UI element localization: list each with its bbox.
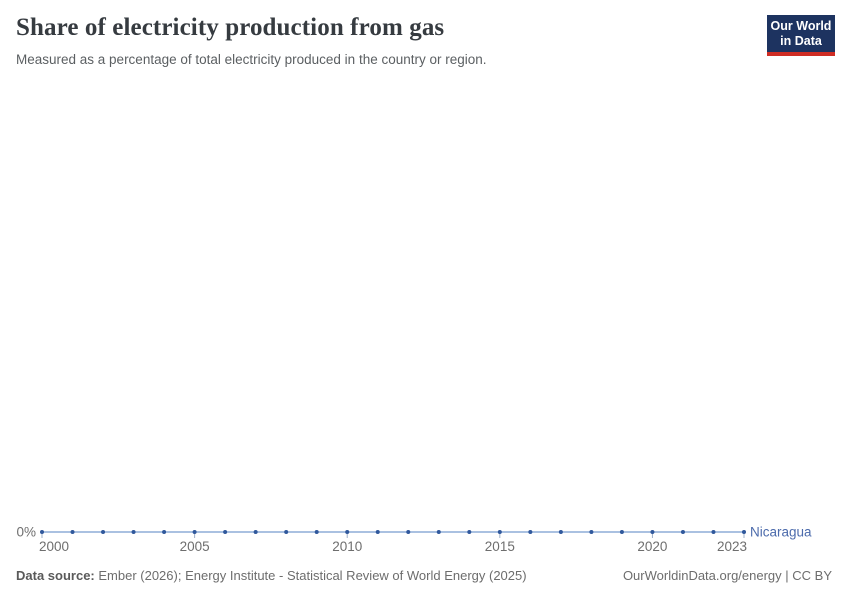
data-point <box>680 530 685 534</box>
data-point <box>436 530 441 534</box>
data-point <box>101 530 106 534</box>
page-title: Share of electricity production from gas <box>16 14 445 41</box>
owid-logo-line1: Our World <box>770 18 832 33</box>
data-source-text: Ember (2026); Energy Institute - Statist… <box>94 568 527 583</box>
data-point <box>314 530 319 534</box>
data-point <box>558 530 563 534</box>
data-point <box>131 530 136 534</box>
data-point <box>406 530 411 534</box>
data-point <box>650 530 655 534</box>
data-point <box>40 530 44 534</box>
x-tick-label: 2015 <box>485 539 515 554</box>
x-tick-label: 2005 <box>180 539 210 554</box>
data-source-note: Data source: Ember (2026); Energy Instit… <box>16 568 527 584</box>
data-point <box>711 530 716 534</box>
chart-footer: Data source: Ember (2026); Energy Instit… <box>16 568 832 584</box>
data-point <box>70 530 75 534</box>
x-tick-label: 2020 <box>637 539 667 554</box>
data-point <box>497 530 502 534</box>
footer-attribution: OurWorldinData.org/energy | CC BY <box>622 568 832 583</box>
data-point <box>345 530 350 534</box>
data-source-label: Data source: <box>16 568 95 583</box>
x-tick-label: 2000 <box>39 539 69 554</box>
data-point <box>223 530 228 534</box>
owid-logo-line2: in Data <box>780 33 822 48</box>
data-point <box>528 530 533 534</box>
series-label: Nicaragua <box>750 525 812 540</box>
data-point <box>192 530 197 534</box>
data-point <box>253 530 258 534</box>
data-point <box>162 530 167 534</box>
owid-logo: Our World in Data <box>767 15 835 56</box>
x-tick-label: 2023 <box>717 539 747 554</box>
data-point <box>467 530 472 534</box>
chart-subtitle: Measured as a percentage of total electr… <box>16 52 487 67</box>
data-point <box>589 530 594 534</box>
x-tick-label: 2010 <box>332 539 362 554</box>
data-point <box>742 530 746 534</box>
data-point <box>375 530 380 534</box>
data-point <box>284 530 289 534</box>
data-point <box>619 530 624 534</box>
y-tick-label: 0% <box>16 525 36 540</box>
